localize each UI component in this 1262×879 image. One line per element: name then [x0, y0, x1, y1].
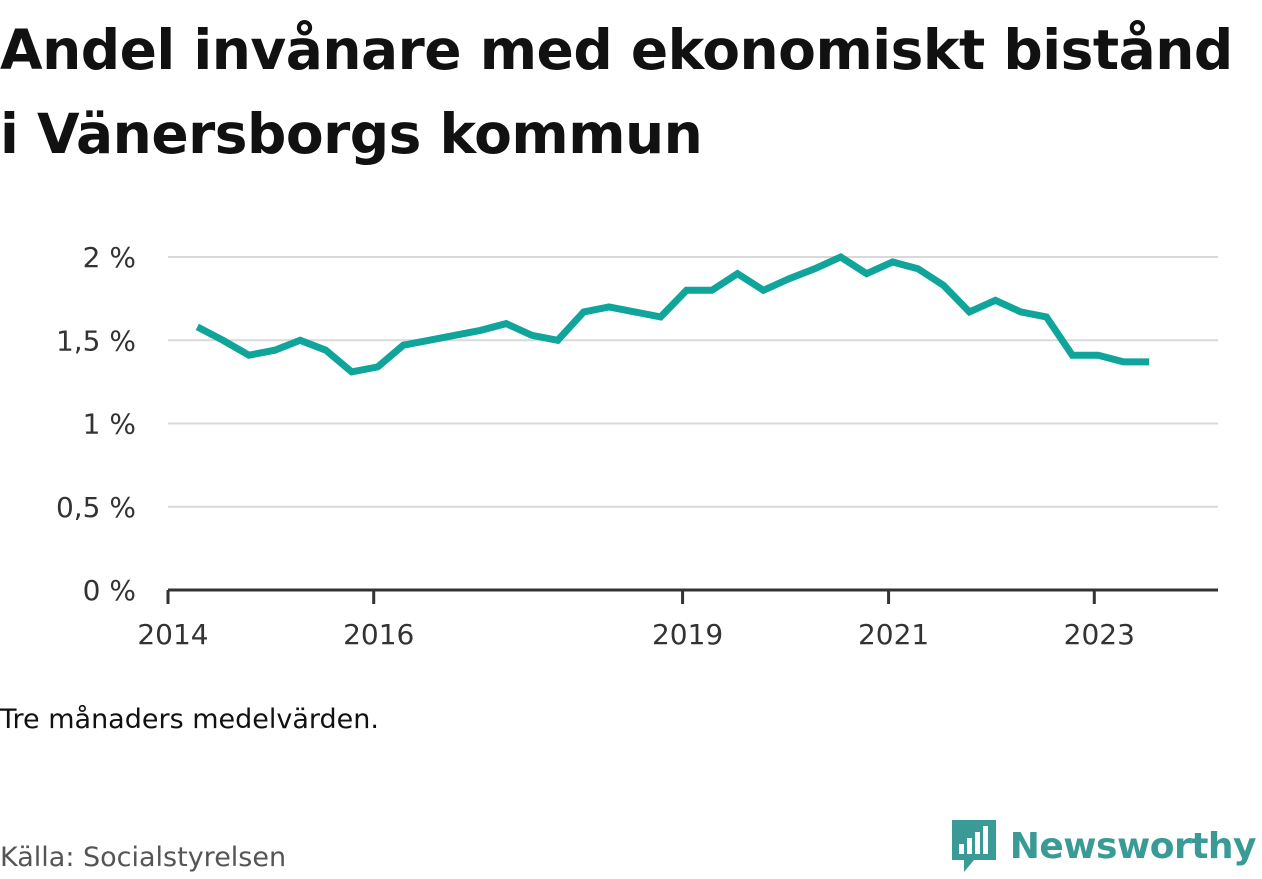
newsworthy-logo-icon: [951, 820, 996, 872]
y-tick-label: 2 %: [83, 241, 136, 274]
chart-note: Tre månaders medelvärden.: [0, 704, 379, 735]
source-credit: Källa: Socialstyrelsen: [0, 842, 287, 873]
chart-title: Andel invånare med ekonomiskt bistånd i …: [0, 18, 1233, 166]
y-tick-label: 0 %: [83, 574, 136, 607]
y-axis: 0 % 0,5 % 1 % 1,5 % 2 %: [56, 241, 136, 607]
brand-logo: Newsworthy: [950, 818, 1257, 874]
brand-name: Newsworthy: [1009, 825, 1257, 867]
x-tick-label: 2014: [137, 618, 208, 651]
x-tick-label: 2021: [858, 618, 929, 651]
series-line: [195, 253, 1150, 376]
series-group: [195, 253, 1150, 376]
x-tick-label: 2016: [343, 618, 414, 651]
y-tick-label: 0,5 %: [56, 491, 136, 524]
gridlines: [168, 256, 1218, 508]
x-tick-label: 2019: [652, 618, 723, 651]
line-chart: 0 % 0,5 % 1 % 1,5 % 2 % 2014 2016 2019 2021 2023: [56, 241, 1218, 651]
y-tick-label: 1 %: [83, 408, 136, 441]
y-tick-label: 1,5 %: [56, 324, 136, 357]
x-axis: 2014 2016 2019 2021 2023: [137, 588, 1218, 651]
x-tick-label: 2023: [1064, 618, 1135, 651]
